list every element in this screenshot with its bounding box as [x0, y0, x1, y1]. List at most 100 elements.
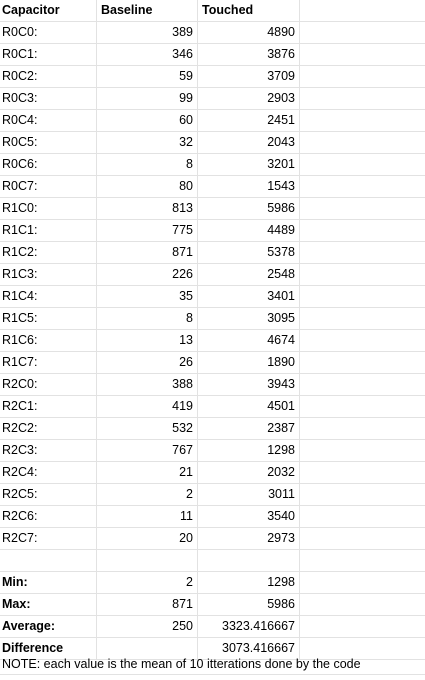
capacitor-label-cell[interactable]: R2C6:	[0, 506, 97, 527]
empty-cell[interactable]	[97, 550, 198, 571]
empty-cell[interactable]	[300, 132, 425, 153]
summary-label-cell[interactable]: Difference	[0, 638, 97, 659]
touched-cell[interactable]: 2903	[198, 88, 300, 109]
empty-cell[interactable]	[300, 110, 425, 131]
header-capacitor[interactable]: Capacitor	[0, 0, 97, 21]
summary-label-cell[interactable]: Max:	[0, 594, 97, 615]
empty-cell[interactable]	[300, 616, 425, 637]
capacitor-label-cell[interactable]: R0C5:	[0, 132, 97, 153]
empty-cell[interactable]	[300, 0, 425, 21]
capacitor-label-cell[interactable]: R1C1:	[0, 220, 97, 241]
touched-cell[interactable]: 3540	[198, 506, 300, 527]
capacitor-label-cell[interactable]: R0C7:	[0, 176, 97, 197]
baseline-cell[interactable]: 532	[97, 418, 198, 439]
empty-cell[interactable]	[300, 330, 425, 351]
summary-label-cell[interactable]: Min:	[0, 572, 97, 593]
empty-cell[interactable]	[300, 176, 425, 197]
empty-cell[interactable]	[300, 484, 425, 505]
capacitor-label-cell[interactable]: R1C3:	[0, 264, 97, 285]
baseline-cell[interactable]: 871	[97, 242, 198, 263]
capacitor-label-cell[interactable]: R0C4:	[0, 110, 97, 131]
capacitor-label-cell[interactable]: R1C6:	[0, 330, 97, 351]
capacitor-label-cell[interactable]: R1C7:	[0, 352, 97, 373]
summary-touched-cell[interactable]: 3323.416667	[198, 616, 300, 637]
summary-touched-cell[interactable]: 5986	[198, 594, 300, 615]
empty-cell[interactable]	[300, 440, 425, 461]
empty-cell[interactable]	[198, 550, 300, 571]
touched-cell[interactable]: 1298	[198, 440, 300, 461]
empty-cell[interactable]	[300, 198, 425, 219]
empty-cell[interactable]	[300, 286, 425, 307]
capacitor-label-cell[interactable]: R0C0:	[0, 22, 97, 43]
empty-cell[interactable]	[300, 264, 425, 285]
empty-cell[interactable]	[300, 462, 425, 483]
capacitor-label-cell[interactable]: R2C0:	[0, 374, 97, 395]
capacitor-label-cell[interactable]: R2C4:	[0, 462, 97, 483]
summary-baseline-cell[interactable]: 250	[97, 616, 198, 637]
touched-cell[interactable]: 2973	[198, 528, 300, 549]
touched-cell[interactable]: 3201	[198, 154, 300, 175]
touched-cell[interactable]: 5986	[198, 198, 300, 219]
touched-cell[interactable]: 3709	[198, 66, 300, 87]
empty-cell[interactable]	[300, 22, 425, 43]
summary-label-cell[interactable]: Average:	[0, 616, 97, 637]
capacitor-label-cell[interactable]: R2C1:	[0, 396, 97, 417]
capacitor-label-cell[interactable]: R1C2:	[0, 242, 97, 263]
empty-cell[interactable]	[300, 352, 425, 373]
baseline-cell[interactable]: 35	[97, 286, 198, 307]
touched-cell[interactable]: 3876	[198, 44, 300, 65]
baseline-cell[interactable]: 389	[97, 22, 198, 43]
summary-baseline-cell[interactable]	[97, 638, 198, 659]
baseline-cell[interactable]: 8	[97, 308, 198, 329]
empty-cell[interactable]	[300, 396, 425, 417]
baseline-cell[interactable]: 11	[97, 506, 198, 527]
header-baseline[interactable]: Baseline	[97, 0, 198, 21]
empty-cell[interactable]	[300, 594, 425, 615]
capacitor-label-cell[interactable]: R2C2:	[0, 418, 97, 439]
touched-cell[interactable]: 3401	[198, 286, 300, 307]
empty-cell[interactable]	[300, 88, 425, 109]
capacitor-label-cell[interactable]: R1C0:	[0, 198, 97, 219]
capacitor-label-cell[interactable]: R1C5:	[0, 308, 97, 329]
baseline-cell[interactable]: 419	[97, 396, 198, 417]
capacitor-label-cell[interactable]: R2C7:	[0, 528, 97, 549]
touched-cell[interactable]: 4890	[198, 22, 300, 43]
touched-cell[interactable]: 4501	[198, 396, 300, 417]
baseline-cell[interactable]: 21	[97, 462, 198, 483]
empty-cell[interactable]	[300, 572, 425, 593]
capacitor-label-cell[interactable]: R2C5:	[0, 484, 97, 505]
baseline-cell[interactable]: 26	[97, 352, 198, 373]
baseline-cell[interactable]: 32	[97, 132, 198, 153]
baseline-cell[interactable]: 346	[97, 44, 198, 65]
capacitor-label-cell[interactable]: R0C1:	[0, 44, 97, 65]
touched-cell[interactable]: 4674	[198, 330, 300, 351]
baseline-cell[interactable]: 813	[97, 198, 198, 219]
baseline-cell[interactable]: 8	[97, 154, 198, 175]
touched-cell[interactable]: 2032	[198, 462, 300, 483]
baseline-cell[interactable]: 13	[97, 330, 198, 351]
capacitor-label-cell[interactable]: R0C2:	[0, 66, 97, 87]
touched-cell[interactable]: 2451	[198, 110, 300, 131]
summary-touched-cell[interactable]: 1298	[198, 572, 300, 593]
baseline-cell[interactable]: 226	[97, 264, 198, 285]
touched-cell[interactable]: 2548	[198, 264, 300, 285]
capacitor-label-cell[interactable]: R0C3:	[0, 88, 97, 109]
baseline-cell[interactable]: 388	[97, 374, 198, 395]
empty-cell[interactable]	[300, 506, 425, 527]
capacitor-label-cell[interactable]: R1C4:	[0, 286, 97, 307]
touched-cell[interactable]: 1543	[198, 176, 300, 197]
baseline-cell[interactable]: 767	[97, 440, 198, 461]
empty-cell[interactable]	[300, 308, 425, 329]
empty-cell[interactable]	[300, 418, 425, 439]
touched-cell[interactable]: 2043	[198, 132, 300, 153]
baseline-cell[interactable]: 59	[97, 66, 198, 87]
touched-cell[interactable]: 5378	[198, 242, 300, 263]
baseline-cell[interactable]: 99	[97, 88, 198, 109]
baseline-cell[interactable]: 20	[97, 528, 198, 549]
baseline-cell[interactable]: 2	[97, 484, 198, 505]
summary-baseline-cell[interactable]: 2	[97, 572, 198, 593]
empty-cell[interactable]	[300, 550, 425, 571]
touched-cell[interactable]: 2387	[198, 418, 300, 439]
touched-cell[interactable]: 3095	[198, 308, 300, 329]
empty-cell[interactable]	[300, 44, 425, 65]
